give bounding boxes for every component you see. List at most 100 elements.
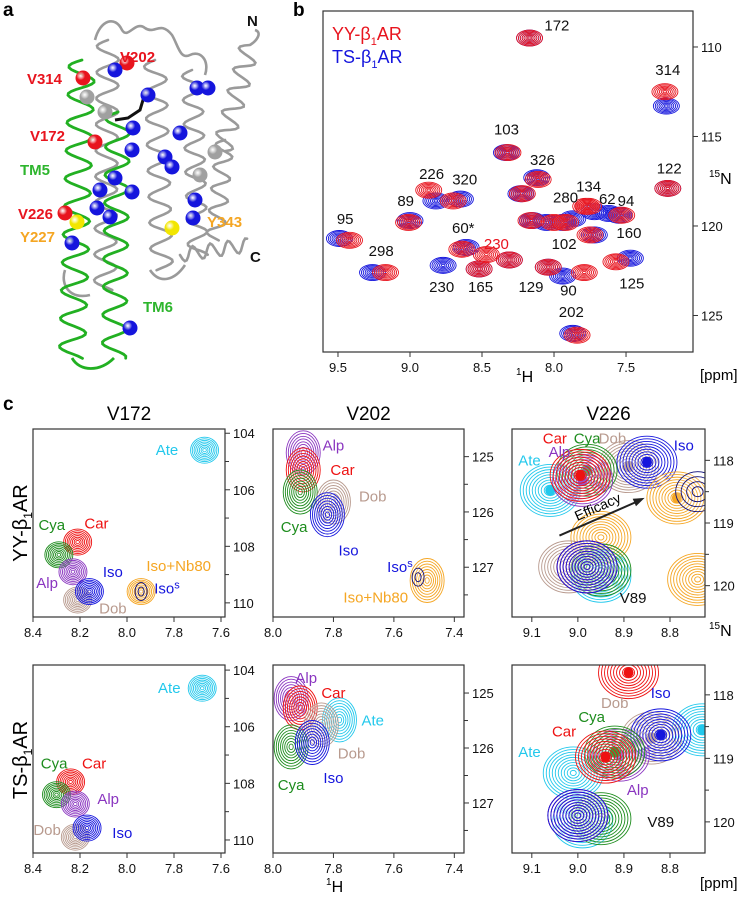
residue-title: V202 xyxy=(346,404,390,425)
contour-level xyxy=(375,266,396,279)
contour-level xyxy=(590,730,640,774)
contour-level xyxy=(287,433,319,473)
y-tick-label: 108 xyxy=(233,776,255,791)
contour-level xyxy=(521,214,541,227)
contour-level xyxy=(76,817,99,839)
peak-assignment-label: 134 xyxy=(576,179,601,196)
contour-level xyxy=(85,587,94,596)
contour-level xyxy=(459,247,465,251)
contour-level xyxy=(601,665,656,697)
x-tick-label: 7.4 xyxy=(445,861,463,876)
contour-level xyxy=(505,151,511,155)
contour-level xyxy=(564,461,596,489)
peak-assignment-label: 172 xyxy=(544,17,569,34)
contour-level xyxy=(516,189,529,198)
peak-yy xyxy=(576,226,604,244)
contour-level xyxy=(525,35,534,41)
contour-level xyxy=(67,566,79,578)
plot-area xyxy=(519,435,705,606)
contour-level xyxy=(661,184,674,193)
contour-level xyxy=(58,558,88,586)
contour-level xyxy=(418,184,439,197)
contour-level xyxy=(137,587,146,596)
ligand-label-text: Dob xyxy=(359,488,387,505)
contour-level xyxy=(286,690,314,725)
contour-level xyxy=(287,450,319,490)
contour-level xyxy=(565,804,591,827)
structure-label: Y227 xyxy=(20,229,55,246)
peak-ate xyxy=(187,674,217,702)
contour-level xyxy=(81,822,93,834)
contour-level xyxy=(54,792,59,797)
peak-assignment-label: 89 xyxy=(397,193,414,210)
peak-yy xyxy=(439,192,467,210)
peak-yy xyxy=(563,326,591,344)
contour-level xyxy=(339,234,360,247)
contour-level xyxy=(625,443,669,481)
contour-level xyxy=(563,220,568,224)
ligand-label: Iso xyxy=(651,685,671,702)
structure-label: C xyxy=(250,249,261,266)
ligand-label: Cya xyxy=(38,517,65,534)
blue-residue-sphere xyxy=(164,159,180,175)
contour-level xyxy=(69,568,77,576)
contour-level xyxy=(67,797,83,811)
x-tick-label: 7.5 xyxy=(617,360,635,375)
contour-level xyxy=(187,674,217,702)
contour-level xyxy=(526,217,536,224)
contour-level xyxy=(373,265,398,280)
contour-level xyxy=(128,579,154,604)
contour-level xyxy=(192,679,212,697)
x-tick-label: 9.0 xyxy=(401,360,419,375)
peak-isos xyxy=(675,471,705,513)
contour-level xyxy=(642,718,680,751)
y-tick-label: 110 xyxy=(701,40,722,55)
contour-level xyxy=(580,269,589,276)
contour-level xyxy=(655,479,699,517)
contour-level xyxy=(682,565,705,593)
peak-assignment-label: 102 xyxy=(552,236,577,253)
contour-level xyxy=(431,258,455,273)
contour-level xyxy=(297,488,303,496)
panel-label-a: a xyxy=(3,0,14,21)
legend-yy: YY-β1AR xyxy=(332,24,402,48)
contour-level xyxy=(70,569,76,574)
y-tick-label: 104 xyxy=(233,663,255,678)
peak-iso xyxy=(72,814,102,842)
contour-level xyxy=(561,219,570,226)
contour-level xyxy=(56,552,62,557)
contour-level xyxy=(574,556,600,578)
ligand-label: Dob xyxy=(599,430,627,447)
ligand-label-text: Dob xyxy=(599,430,627,447)
contour-level xyxy=(585,232,595,238)
ligand-label-text: Dob xyxy=(33,822,61,839)
gray-residue-sphere xyxy=(97,104,113,120)
plot-frame xyxy=(272,428,465,618)
c-ppm-label: [ppm] xyxy=(700,875,738,892)
contour-level xyxy=(309,492,345,538)
ligand-label-text: V89 xyxy=(620,590,647,607)
contour-level xyxy=(662,103,671,109)
helix-tm6 xyxy=(101,110,131,360)
peak-assignment-label: 90 xyxy=(560,282,577,299)
contour-level xyxy=(604,254,628,270)
contour-level xyxy=(284,472,316,512)
ligand-label-text: Iso xyxy=(339,543,359,560)
contour-level xyxy=(582,229,598,240)
contour-level xyxy=(663,185,672,192)
peak-yy xyxy=(448,240,476,258)
contour-level xyxy=(597,534,605,541)
contour-level xyxy=(300,449,306,457)
contour-level xyxy=(301,728,324,757)
contour-level xyxy=(536,259,560,275)
contour-level xyxy=(573,794,629,843)
contour-level xyxy=(314,716,329,734)
contour-level xyxy=(277,729,305,764)
peak-car xyxy=(282,685,318,731)
contour-level xyxy=(282,687,301,710)
ligand-label-text: Dob xyxy=(338,746,366,763)
contour-level xyxy=(572,265,596,280)
contour-level xyxy=(294,458,313,482)
y-tick-label: 119 xyxy=(713,751,734,766)
contour-level xyxy=(594,813,608,825)
